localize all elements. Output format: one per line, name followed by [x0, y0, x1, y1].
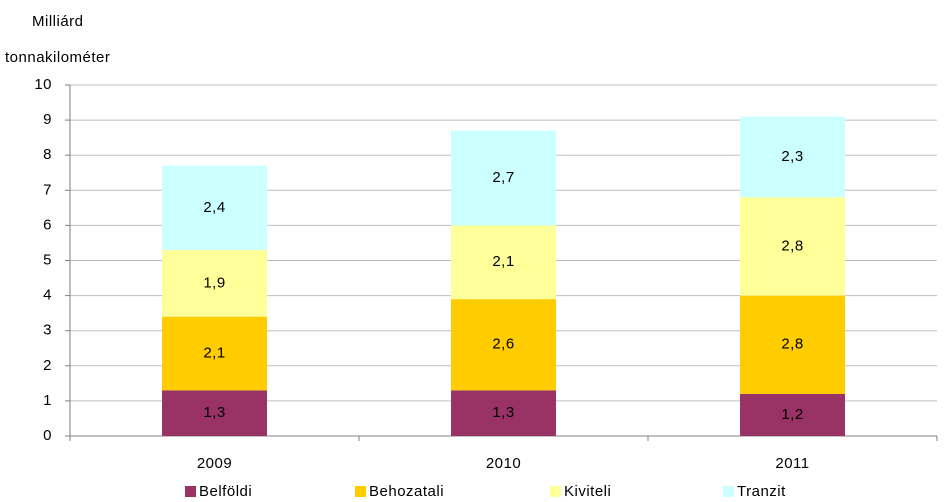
legend-label: Behozatali: [369, 483, 444, 500]
y-tick-label: 3: [43, 322, 52, 339]
data-label: 2,1: [492, 253, 514, 270]
y-tick-label: 8: [43, 146, 52, 163]
y-tick-label: 7: [43, 181, 52, 198]
bar-segment: [162, 249, 267, 317]
data-label: 2,6: [492, 336, 514, 353]
data-label: 1,9: [203, 274, 225, 291]
bar-segment: [740, 116, 845, 198]
legend-swatch: [355, 486, 366, 497]
bar-segment: [740, 393, 845, 436]
data-label: 1,3: [203, 404, 225, 421]
bar-segment: [162, 165, 267, 250]
x-tick-label: 2009: [197, 455, 232, 472]
y-tick-label: 0: [43, 427, 52, 444]
y-tick-label: 1: [43, 392, 52, 409]
legend-swatch: [185, 486, 196, 497]
y-tick-label: 6: [43, 216, 52, 233]
data-label: 2,8: [781, 336, 803, 353]
legend-swatch: [550, 486, 561, 497]
legend-swatch: [723, 486, 734, 497]
x-tick-label: 2011: [775, 455, 809, 472]
bar-segment: [162, 316, 267, 391]
data-label: 2,1: [203, 344, 225, 361]
bar-segment: [451, 299, 556, 391]
x-tick-label: 2010: [486, 455, 521, 472]
bar-segment: [162, 390, 267, 436]
data-label: 2,4: [203, 199, 225, 216]
bar-segment: [740, 295, 845, 394]
y-tick-label: 10: [34, 76, 52, 93]
data-label: 2,8: [781, 237, 803, 254]
y-tick-label: 2: [43, 357, 52, 374]
data-label: 1,3: [492, 404, 514, 421]
data-label: 2,3: [781, 148, 803, 165]
y-axis-label: tonnakilométer: [5, 49, 110, 66]
legend-label: Tranzit: [737, 483, 786, 500]
bar-segment: [451, 390, 556, 436]
y-tick-label: 4: [43, 287, 52, 304]
legend-label: Kiviteli: [564, 483, 611, 500]
bar-segment: [451, 130, 556, 226]
data-label: 2,7: [492, 169, 514, 186]
y-tick-label: 5: [43, 251, 52, 268]
bar-segment: [740, 197, 845, 296]
y-axis-label: Milliárd: [32, 13, 84, 30]
data-label: 1,2: [781, 406, 803, 423]
y-tick-label: 9: [43, 111, 52, 128]
bar-segment: [451, 225, 556, 300]
legend-label: Belföldi: [199, 483, 252, 500]
